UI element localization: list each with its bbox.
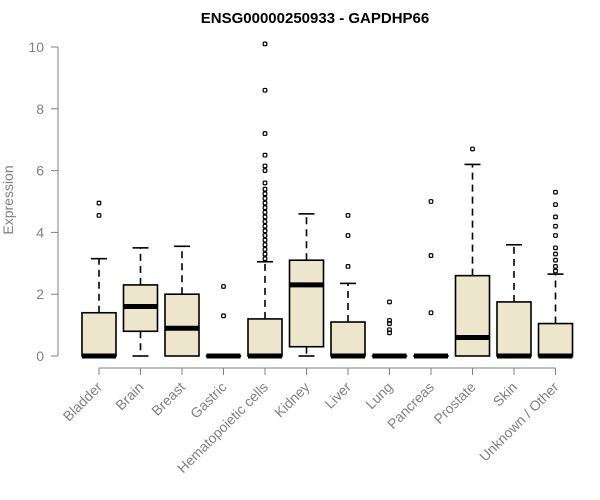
outlier-point xyxy=(553,263,558,269)
x-tick-label: Liver xyxy=(321,379,354,412)
outlier-point xyxy=(262,180,268,186)
outlier-point xyxy=(262,200,268,206)
box-body xyxy=(496,301,532,357)
outlier-point xyxy=(262,131,268,136)
outlier-point xyxy=(262,186,268,192)
outlier-point xyxy=(553,214,558,220)
box-group xyxy=(247,41,283,359)
box-group xyxy=(330,213,366,359)
outlier-point xyxy=(387,327,392,333)
outlier-point xyxy=(428,310,434,316)
box-group xyxy=(81,200,117,359)
outlier-point xyxy=(553,223,558,229)
box-group xyxy=(122,247,159,357)
x-tick-label: Kidney xyxy=(271,379,313,421)
box-group xyxy=(537,189,574,359)
outlier-point xyxy=(262,242,268,248)
box-body xyxy=(330,321,366,357)
box-group xyxy=(496,243,532,359)
y-tick-label: 0 xyxy=(36,348,44,364)
x-tick-label: Breast xyxy=(148,379,188,419)
box-group xyxy=(413,199,449,359)
outlier-point xyxy=(345,233,351,238)
outlier-point xyxy=(553,257,558,263)
outlier-point xyxy=(221,284,226,289)
box-body xyxy=(537,322,574,357)
y-axis: 0 2 4 6 8 10 xyxy=(28,39,59,364)
box-group xyxy=(164,245,200,357)
outlier-point xyxy=(262,233,268,238)
x-tick-label: Prostate xyxy=(430,379,478,427)
outlier-point xyxy=(262,152,268,158)
y-tick-label: 2 xyxy=(36,286,44,302)
outlier-point xyxy=(96,200,102,206)
y-tick-label: 10 xyxy=(28,39,44,55)
outlier-point xyxy=(553,202,558,207)
box-body xyxy=(454,274,491,357)
outlier-point xyxy=(262,209,268,215)
outlier-point xyxy=(345,213,351,218)
outlier-point xyxy=(262,214,268,220)
y-tick-label: 8 xyxy=(36,101,44,117)
box-body xyxy=(247,318,283,357)
outlier-point xyxy=(262,41,268,47)
box-body xyxy=(164,293,200,357)
outlier-point xyxy=(262,228,268,234)
outlier-point xyxy=(262,256,268,262)
outlier-point xyxy=(553,233,558,238)
box-group xyxy=(205,284,242,359)
outlier-point xyxy=(262,237,268,243)
x-tick-label: Skin xyxy=(490,379,521,410)
outlier-point xyxy=(428,199,434,204)
x-tick-label: Unknown / Other xyxy=(476,379,562,465)
box-group xyxy=(454,146,491,357)
y-tick-label: 6 xyxy=(36,163,44,179)
outlier-point xyxy=(262,163,268,169)
box-group xyxy=(288,213,325,357)
outlier-point xyxy=(262,191,268,197)
outlier-point xyxy=(428,253,434,258)
box-group xyxy=(371,299,408,359)
outlier-point xyxy=(553,245,558,251)
outlier-point xyxy=(345,263,351,269)
outlier-point xyxy=(96,213,102,218)
outlier-point xyxy=(553,251,558,257)
outlier-point xyxy=(221,313,226,319)
outlier-point xyxy=(262,219,268,224)
y-axis-label: Expression xyxy=(0,165,16,234)
y-tick-label: 4 xyxy=(36,224,44,240)
outlier-point xyxy=(553,189,558,195)
outlier-point xyxy=(470,146,475,152)
box-body xyxy=(81,311,117,357)
box-body xyxy=(288,259,325,348)
outlier-point xyxy=(262,223,268,229)
outlier-point xyxy=(387,318,392,323)
outlier-point xyxy=(262,251,268,257)
outlier-point xyxy=(553,268,558,274)
outlier-point xyxy=(262,87,268,93)
outlier-point xyxy=(262,196,268,201)
outlier-point xyxy=(262,246,268,252)
outlier-point xyxy=(387,299,392,305)
box-series xyxy=(81,41,574,359)
outlier-point xyxy=(262,168,268,174)
x-tick-label: Bladder xyxy=(60,379,106,425)
x-tick-label: Brain xyxy=(112,379,146,413)
outlier-point xyxy=(262,205,268,211)
chart-title: ENSG00000250933 - GAPDHP66 xyxy=(201,10,429,27)
x-tick-label: Lung xyxy=(362,379,395,412)
